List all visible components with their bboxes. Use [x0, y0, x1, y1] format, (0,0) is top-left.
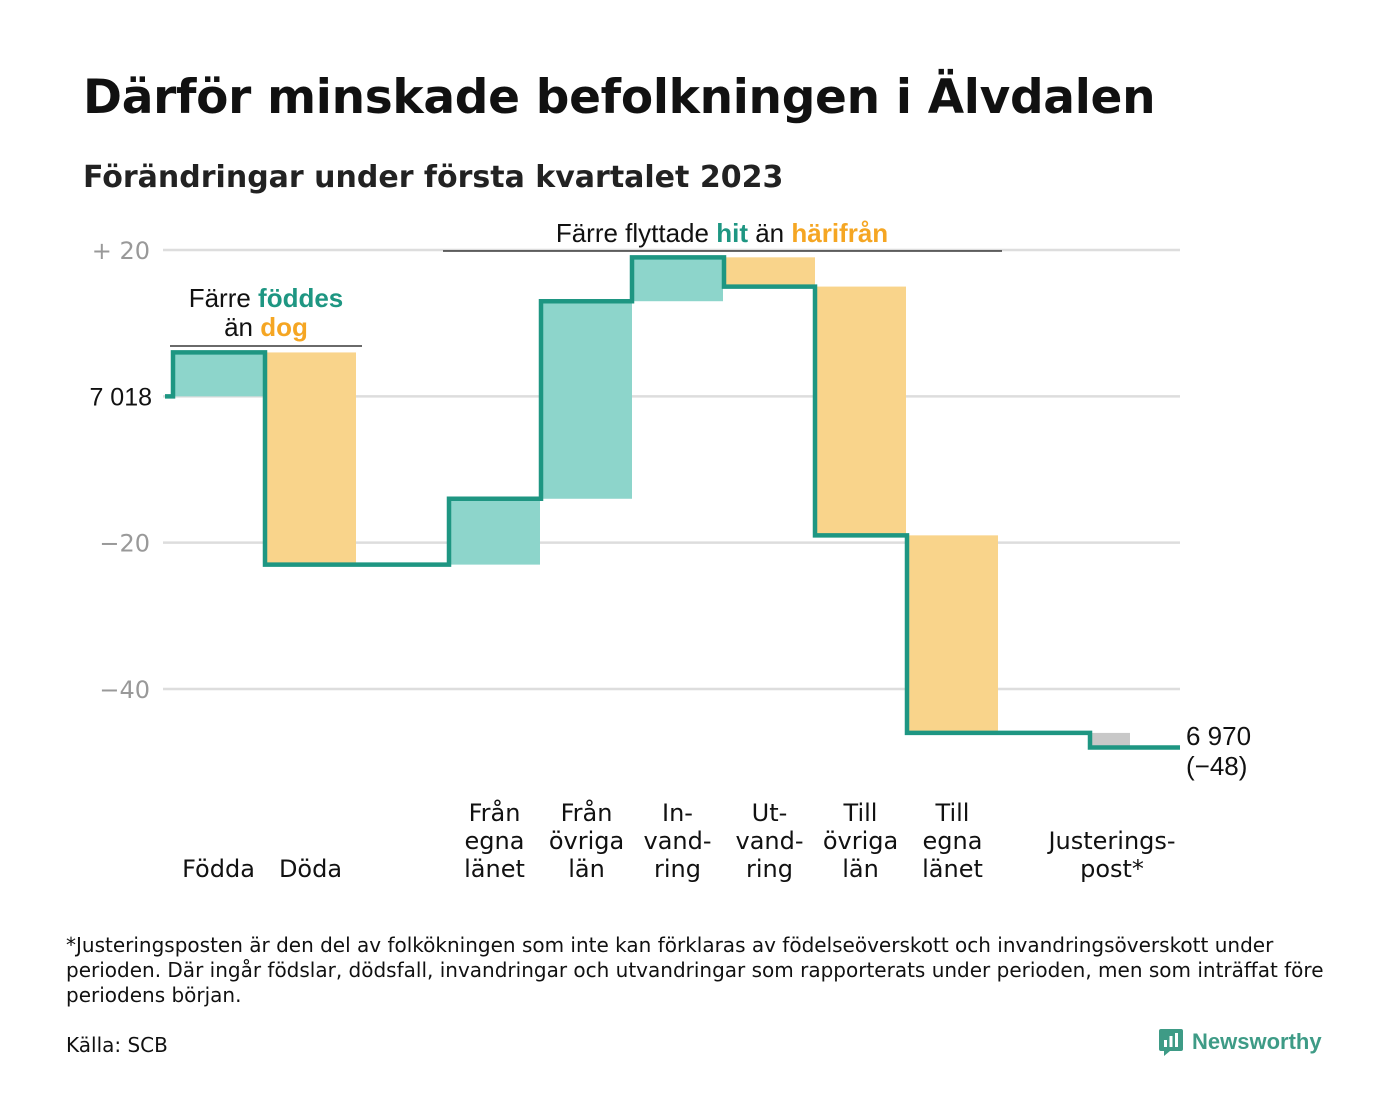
- waterfall-bar: [449, 498, 540, 565]
- waterfall-bar: [907, 535, 998, 733]
- waterfall-bar: [724, 257, 815, 287]
- x-axis-label: post*: [1080, 855, 1144, 883]
- x-axis-label: Till: [935, 799, 970, 827]
- waterfall-bar: [632, 257, 723, 302]
- start-value-label: 7 018: [89, 383, 152, 411]
- x-axis-label: vand-: [643, 827, 711, 855]
- waterfall-bar: [815, 286, 906, 536]
- chart-title: Därför minskade befolkningen i Älvdalen: [83, 70, 1156, 125]
- end-value-label: 6 970: [1186, 721, 1251, 751]
- brand-logo: Newsworthy: [1158, 1027, 1322, 1057]
- x-axis-label: egna: [923, 827, 983, 855]
- x-axis-label: vand-: [735, 827, 803, 855]
- x-axis-label: Justerings-: [1046, 827, 1175, 855]
- annotation-natural-line1: Färre föddes: [189, 283, 344, 313]
- x-axis-label: Döda: [279, 855, 342, 883]
- x-axis-label: Till: [843, 799, 878, 827]
- waterfall-bar: [265, 352, 356, 565]
- waterfall-bar: [1090, 732, 1130, 748]
- footnote: *Justeringsposten är den del av folkökni…: [66, 933, 1324, 1007]
- x-axis-label: Födda: [182, 855, 255, 883]
- x-axis-label: Ut-: [752, 799, 788, 827]
- end-labels: 6 970(−48): [1186, 721, 1251, 781]
- waterfall-bar: [541, 301, 632, 499]
- cumulative-step-line: [165, 255, 1180, 750]
- bars: [173, 257, 1130, 748]
- x-axis-label: ring: [654, 855, 701, 883]
- y-tick-label: −20: [99, 530, 150, 558]
- waterfall-bar: [173, 352, 264, 397]
- annotation-migration: Färre flyttade hit än härifrån: [556, 218, 888, 248]
- x-axis-label: In-: [662, 799, 693, 827]
- y-tick-label: −40: [99, 676, 150, 704]
- x-axis-label: egna: [465, 827, 525, 855]
- brand-name: Newsworthy: [1192, 1029, 1322, 1054]
- chart-subtitle: Förändringar under första kvartalet 2023: [83, 160, 784, 195]
- source-credit: Källa: SCB: [66, 1033, 168, 1057]
- x-axis-label: län: [568, 855, 605, 883]
- x-axis-label: länet: [464, 855, 525, 883]
- x-axis-label: Från: [561, 798, 613, 827]
- x-axis-label: Från: [469, 798, 521, 827]
- x-axis-label: övriga: [549, 827, 624, 855]
- y-tick-label: + 20: [92, 237, 150, 265]
- x-axis-labels: Födda DödaFrånegnalänetFrånövrigalänIn-va…: [182, 798, 1175, 883]
- annotation-natural-line2: än dog: [224, 312, 308, 342]
- x-axis-label: övriga: [823, 827, 898, 855]
- x-axis-label: länet: [922, 855, 983, 883]
- end-change-label: (−48): [1186, 751, 1247, 781]
- newsworthy-logo-icon: [1159, 1029, 1183, 1056]
- x-axis-label: ring: [746, 855, 793, 883]
- x-axis-label: län: [842, 855, 879, 883]
- y-axis-ticks: + 20 −20 −40 7 018: [89, 237, 152, 704]
